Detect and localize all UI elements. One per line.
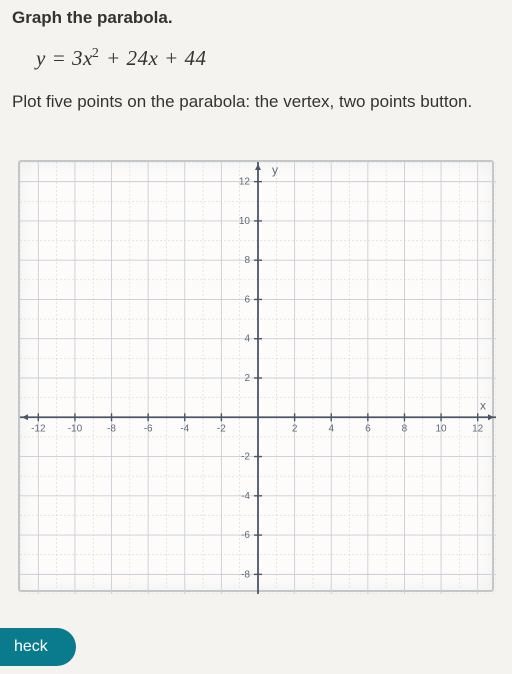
- svg-text:12: 12: [472, 423, 484, 434]
- problem-title: Graph the parabola.: [12, 8, 500, 28]
- svg-text:-6: -6: [241, 530, 250, 541]
- svg-text:4: 4: [328, 423, 334, 434]
- svg-text:6: 6: [365, 423, 371, 434]
- svg-text:-6: -6: [144, 423, 153, 434]
- svg-text:-4: -4: [241, 491, 250, 502]
- svg-text:-10: -10: [68, 423, 83, 434]
- svg-text:2: 2: [292, 423, 298, 434]
- svg-text:-2: -2: [217, 423, 226, 434]
- svg-text:10: 10: [436, 423, 448, 434]
- svg-text:-8: -8: [241, 569, 250, 580]
- coordinate-grid: -12 -10 -8 -6 -4 -2 2 4 6 8 10 12 2 4 6 8 10 12 -2 -4 -6 -8 y x: [20, 162, 496, 594]
- svg-text:2: 2: [244, 373, 250, 384]
- svg-text:y: y: [272, 163, 278, 177]
- equation: y = 3x2 + 24x + 44: [36, 46, 500, 71]
- svg-text:4: 4: [244, 334, 250, 345]
- svg-text:8: 8: [244, 255, 250, 266]
- graph-canvas[interactable]: -12 -10 -8 -6 -4 -2 2 4 6 8 10 12 2 4 6 8 10 12 -2 -4 -6 -8 y x: [18, 160, 494, 592]
- svg-text:6: 6: [244, 294, 250, 305]
- svg-text:12: 12: [239, 177, 251, 188]
- svg-text:-4: -4: [180, 423, 189, 434]
- svg-text:-2: -2: [241, 451, 250, 462]
- svg-text:-12: -12: [31, 423, 46, 434]
- svg-text:-8: -8: [107, 423, 116, 434]
- plot-instruction: Plot five points on the parabola: the ve…: [12, 91, 500, 114]
- svg-text:x: x: [480, 398, 486, 412]
- svg-text:10: 10: [239, 216, 251, 227]
- svg-text:8: 8: [402, 423, 408, 434]
- check-button[interactable]: heck: [0, 628, 76, 666]
